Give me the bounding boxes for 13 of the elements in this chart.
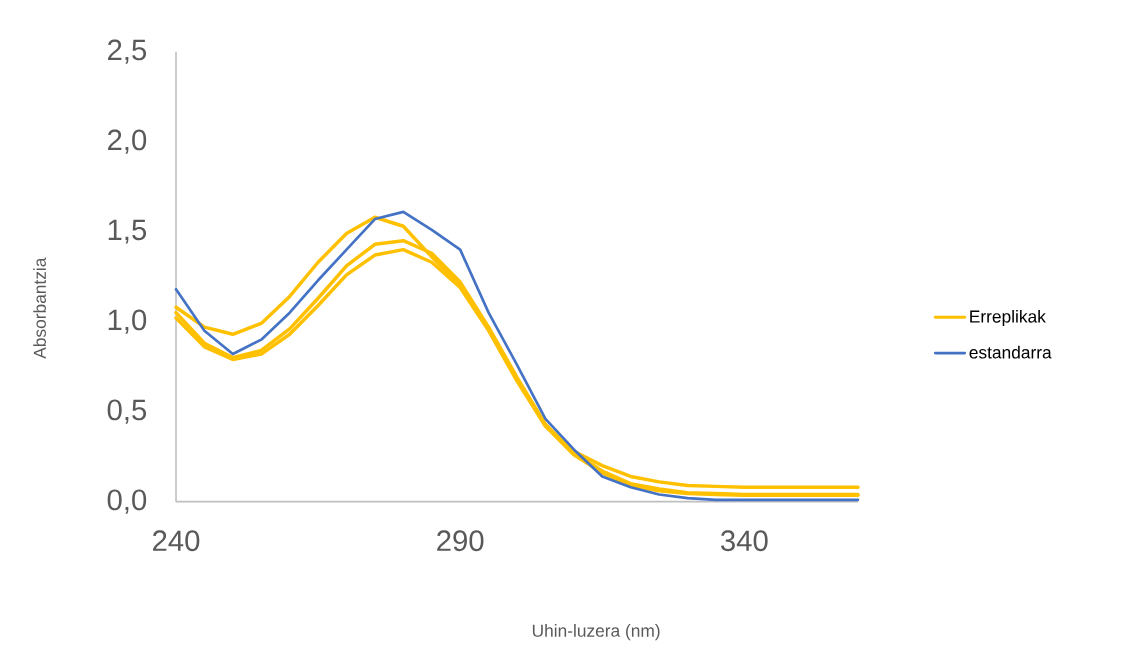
y-tick-label: 0,5 <box>107 399 147 424</box>
x-tick-label: 340 <box>720 530 768 552</box>
x-tick-label: 290 <box>437 530 484 552</box>
y-tick-label: 1,5 <box>108 219 147 244</box>
legend-label: estandarra <box>969 345 1052 359</box>
y-tick-label: 2,0 <box>108 129 147 154</box>
y-axis-title: Absorbantzia <box>33 257 46 359</box>
y-tick-label: 0,0 <box>107 489 147 514</box>
x-axis-title: Uhin-luzera (nm) <box>532 624 660 641</box>
legend-label: Erreplikak <box>970 310 1046 327</box>
y-tick-label: 1,0 <box>108 309 147 334</box>
x-tick-label: 240 <box>153 530 200 552</box>
y-tick-label: 2,5 <box>108 39 147 64</box>
